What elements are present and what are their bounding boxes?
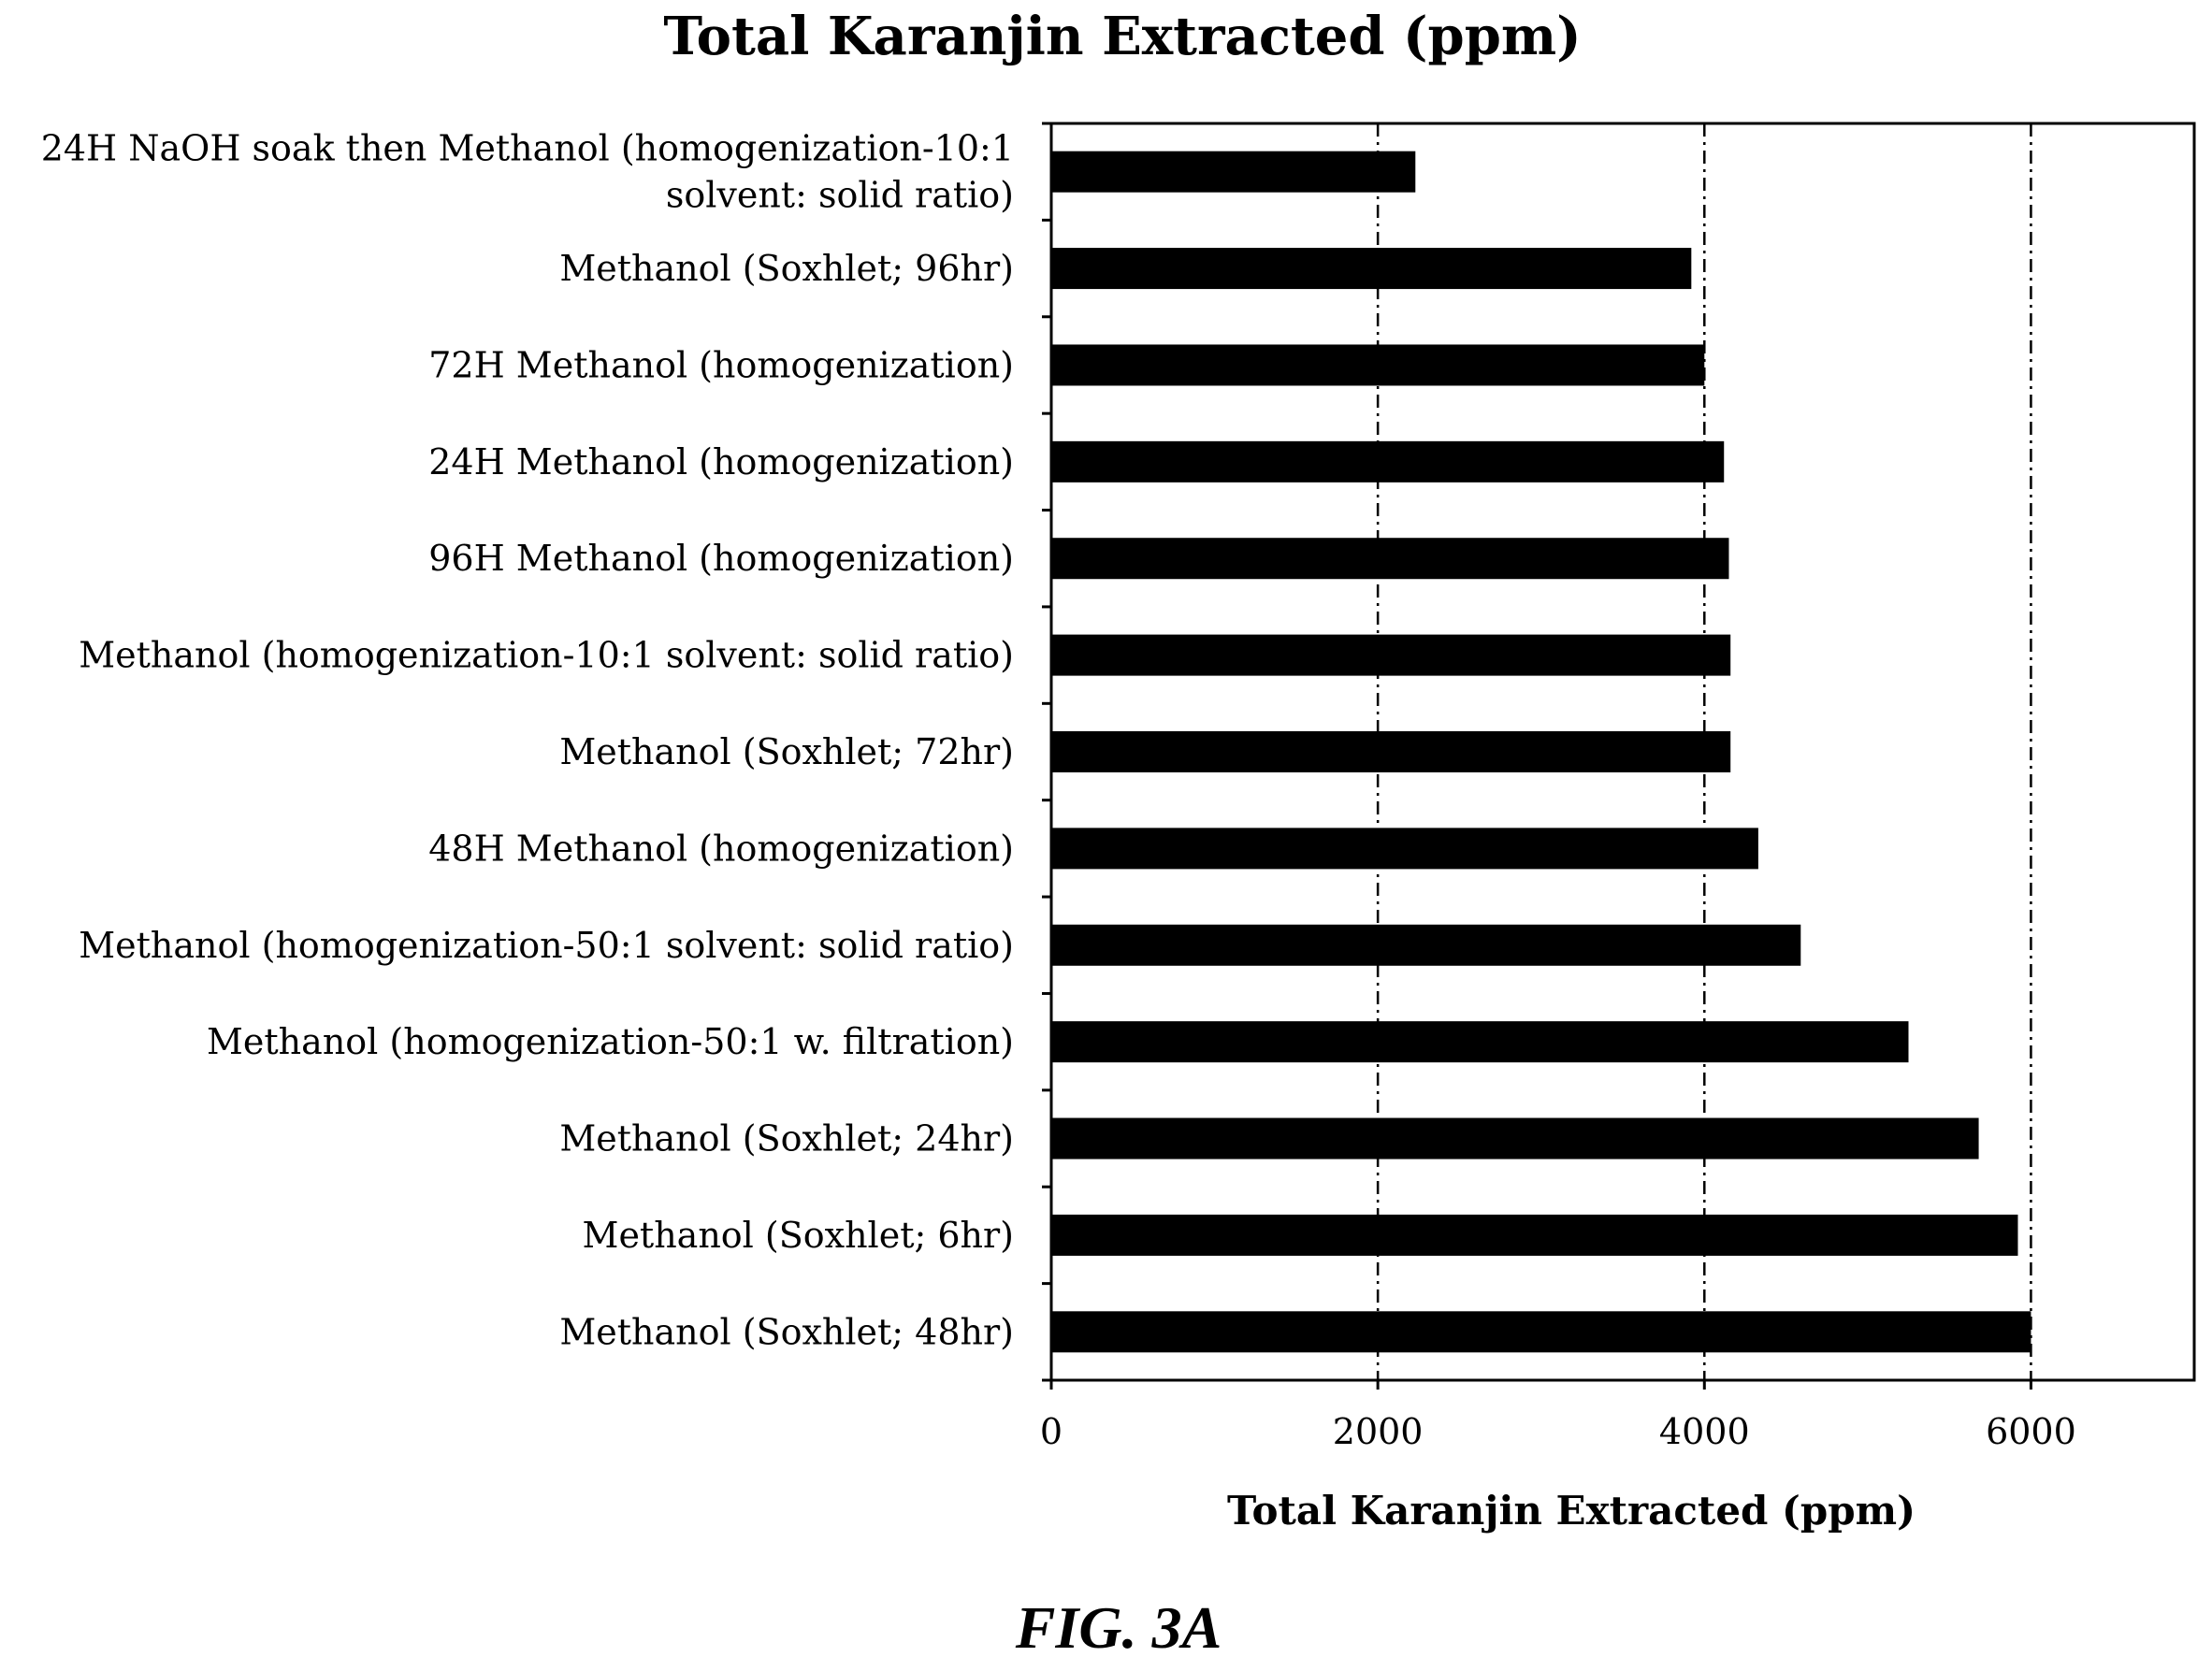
bar <box>1051 924 1801 966</box>
bar <box>1051 1311 2031 1353</box>
plot-area: 0 2000 4000 6000 24H NaOH soak then Methanol… <box>41 122 2196 1452</box>
category-label: Methanol (Soxhlet; 48hr) <box>559 1311 1014 1352</box>
category-label: Methanol (homogenization-10:1 solvent: s… <box>79 635 1014 676</box>
x-tick-label: 2000 <box>1333 1411 1424 1452</box>
bar <box>1051 1021 1909 1063</box>
bar <box>1051 634 1731 676</box>
figure-caption: FIG. 3A <box>1015 1594 1222 1661</box>
bar <box>1051 1214 2018 1256</box>
x-axis-label: Total Karanjin Extracted (ppm) <box>1227 1488 1916 1534</box>
bar <box>1051 828 1758 870</box>
category-label: Methanol (Soxhlet; 6hr) <box>583 1215 1014 1256</box>
category-label: 72H Methanol (homogenization) <box>428 344 1014 385</box>
category-label: 24H NaOH soak then Methanol (homogenizat… <box>41 128 1014 169</box>
category-label: 24H Methanol (homogenization) <box>428 441 1014 483</box>
category-label: solvent: solid ratio) <box>666 175 1014 216</box>
bar <box>1051 440 1725 483</box>
bar <box>1051 538 1729 580</box>
bar <box>1051 731 1731 772</box>
bar <box>1051 1117 1979 1160</box>
chart-title: Total Karanjin Extracted (ppm) <box>663 6 1581 67</box>
bar <box>1051 151 1416 193</box>
x-tick-label: 0 <box>1040 1411 1063 1452</box>
category-label: 48H Methanol (homogenization) <box>428 828 1014 869</box>
bar <box>1051 344 1705 386</box>
x-tick-label: 4000 <box>1659 1411 1750 1452</box>
category-label: Methanol (Soxhlet; 96hr) <box>559 248 1014 289</box>
x-tick-label: 6000 <box>1986 1411 2076 1452</box>
category-label: Methanol (Soxhlet; 24hr) <box>559 1118 1014 1160</box>
category-label: Methanol (homogenization-50:1 solvent: s… <box>79 925 1014 966</box>
category-label: 96H Methanol (homogenization) <box>428 538 1014 579</box>
category-label: Methanol (homogenization-50:1 w. filtrat… <box>207 1021 1014 1062</box>
bar <box>1051 248 1692 290</box>
category-label: Methanol (Soxhlet; 72hr) <box>559 731 1014 772</box>
